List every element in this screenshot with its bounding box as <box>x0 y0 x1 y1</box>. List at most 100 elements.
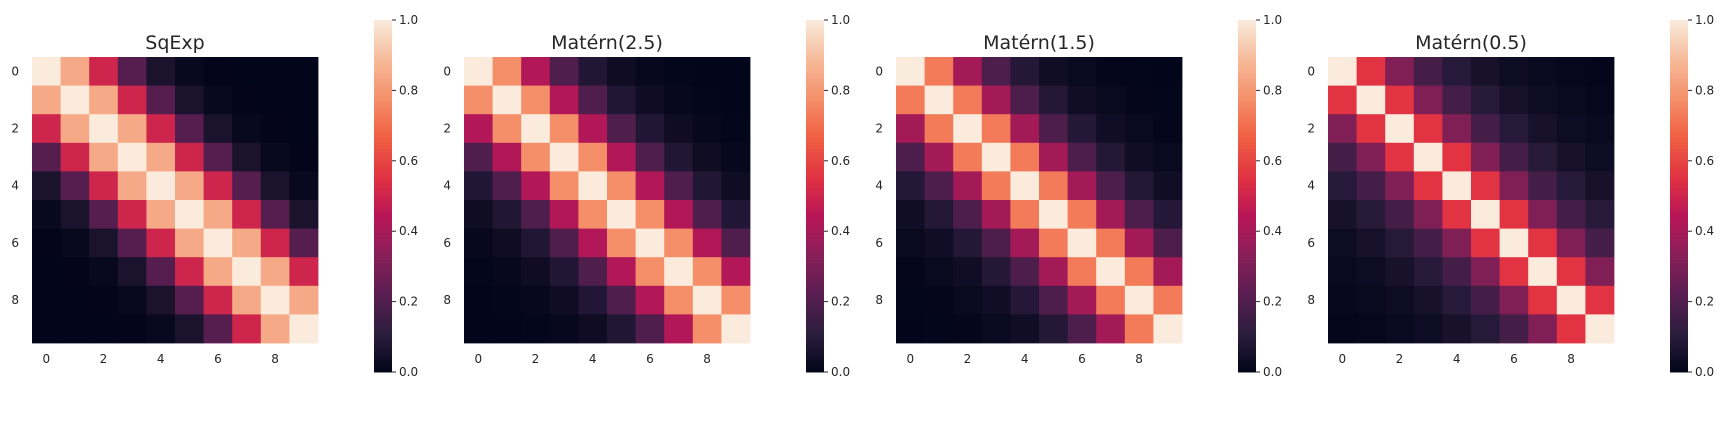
colorbar-segment <box>1670 110 1688 115</box>
chart-title: SqExp <box>145 32 204 54</box>
heatmap-cell-0-2 <box>89 57 119 86</box>
heatmap-cell-9-8 <box>1556 314 1586 344</box>
colorbar-segment <box>374 198 392 203</box>
heatmap-cell-3-9 <box>1585 142 1615 172</box>
colorbar-segment <box>1238 366 1256 370</box>
colorbar-segment <box>806 207 824 212</box>
colorbar-segment <box>374 181 392 185</box>
heatmap-cell-9-1 <box>60 314 90 344</box>
colorbar-segment <box>806 254 824 259</box>
y-tick-label: 4 <box>1307 179 1315 193</box>
colorbar-segment <box>1670 275 1688 279</box>
colorbar-segment <box>374 40 392 44</box>
heatmap-cell-1-7 <box>664 85 694 115</box>
colorbar-segment <box>1670 348 1688 352</box>
colorbar-segment <box>806 46 824 50</box>
colorbar-segment <box>374 154 392 159</box>
colorbar-segment <box>1670 257 1688 262</box>
colorbar-segment <box>1670 242 1688 247</box>
colorbar-segment <box>1670 61 1688 65</box>
heatmap-cell-8-4 <box>146 285 176 315</box>
heatmap-cell-4-8 <box>260 171 290 201</box>
heatmap-cell-3-3 <box>549 142 579 172</box>
heatmap-cell-0-4 <box>578 57 608 86</box>
heatmap-cell-6-8 <box>692 228 722 258</box>
colorbar-segment <box>374 128 392 132</box>
heatmap-cell-7-6 <box>1499 257 1529 287</box>
heatmap-cell-8-2 <box>953 285 983 315</box>
heatmap-cell-7-9 <box>721 257 751 287</box>
colorbar-segment <box>806 140 824 144</box>
heatmap-cell-5-4 <box>1010 200 1040 229</box>
colorbar-segment <box>374 72 392 77</box>
colorbar-segment <box>1670 322 1688 326</box>
colorbar-segment <box>806 360 824 364</box>
colorbar-segment <box>1670 40 1688 44</box>
colorbar-segment <box>1670 354 1688 358</box>
colorbar-segment <box>806 58 824 62</box>
colorbar-segment <box>1238 251 1256 256</box>
heatmap-cell-3-6 <box>203 142 233 172</box>
x-tick-label: 8 <box>271 352 279 366</box>
y-tick-label: 8 <box>1307 293 1315 307</box>
heatmap-cell-3-6 <box>635 142 665 172</box>
colorbar-segment <box>1670 37 1688 42</box>
colorbar-segment <box>374 263 392 267</box>
colorbar-segment <box>374 64 392 68</box>
colorbar-segment <box>1670 172 1688 176</box>
colorbar-segment <box>806 190 824 194</box>
heatmap-cell-2-8 <box>692 114 722 144</box>
colorbar-segment <box>806 269 824 273</box>
heatmap-cell-0-5 <box>1039 57 1068 86</box>
colorbar-segment <box>374 20 392 24</box>
heatmap-cell-0-2 <box>953 57 983 86</box>
heatmap-cell-3-6 <box>1499 142 1529 172</box>
colorbar-segment <box>806 325 824 329</box>
colorbar-segment <box>1670 222 1688 226</box>
heatmap-cell-1-0 <box>1328 85 1357 115</box>
colorbar-segment <box>374 22 392 27</box>
heatmap-cell-2-2 <box>89 114 119 144</box>
colorbar-segment <box>1670 316 1688 320</box>
colorbar-segment <box>1670 166 1688 171</box>
colorbar-segment <box>1238 78 1256 83</box>
heatmap-cell-7-8 <box>260 257 290 287</box>
x-tick-label: 8 <box>1567 352 1575 366</box>
colorbar-segment <box>806 187 824 191</box>
heatmap-cell-6-8 <box>260 228 290 258</box>
heatmap-cell-7-3 <box>549 257 579 287</box>
colorbar-segment <box>374 310 392 314</box>
heatmap-cell-9-9 <box>1585 314 1615 344</box>
colorbar-segment <box>1238 37 1256 42</box>
colorbar-segment <box>1670 201 1688 206</box>
colorbar-segment <box>1670 187 1688 191</box>
colorbar-segment <box>806 257 824 262</box>
colorbar: 0.0 0.2 0.4 0.6 0.8 1.0 <box>1670 13 1714 379</box>
x-tick-label: 6 <box>1078 352 1086 366</box>
heatmap-cell-2-6 <box>203 114 233 144</box>
colorbar-segment <box>1670 289 1688 294</box>
colorbar-segment <box>1670 263 1688 267</box>
heatmap-cell-8-8 <box>692 285 722 315</box>
colorbar-segment <box>1238 201 1256 206</box>
colorbar-segment <box>374 119 392 124</box>
colorbar-segment <box>374 149 392 153</box>
heatmap-cell-7-0 <box>1328 257 1357 287</box>
heatmap-cell-6-1 <box>492 228 522 258</box>
colorbar-segment <box>806 369 824 373</box>
heatmap-cell-4-8 <box>1556 171 1586 201</box>
heatmap-cell-7-7 <box>1096 257 1126 287</box>
heatmap-cell-9-3 <box>549 314 579 344</box>
heatmap-cell-9-4 <box>578 314 608 344</box>
colorbar-segment <box>1670 190 1688 194</box>
colorbar-segment <box>374 96 392 100</box>
heatmap-cell-2-3 <box>549 114 579 144</box>
heatmap-cell-9-5 <box>175 314 204 344</box>
colorbar-segment <box>806 81 824 86</box>
colorbar-segment <box>374 316 392 320</box>
heatmap-cell-4-6 <box>1067 171 1097 201</box>
heatmap-cell-8-4 <box>1442 285 1472 315</box>
colorbar-segment <box>1670 31 1688 36</box>
heatmap-cell-6-6 <box>635 228 665 258</box>
heatmap-cell-6-3 <box>117 228 147 258</box>
